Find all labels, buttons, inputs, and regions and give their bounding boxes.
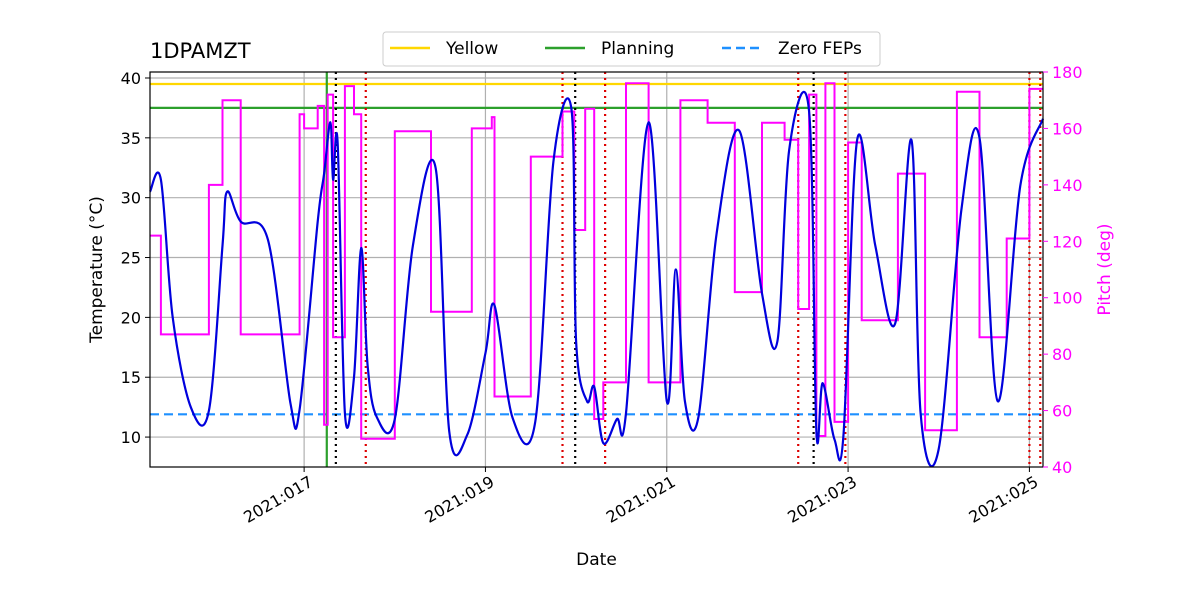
x-axis-label: Date	[576, 550, 617, 570]
y-tick-label: 30	[121, 189, 141, 208]
y2-tick-label: 160	[1052, 119, 1083, 138]
legend-box	[382, 31, 881, 67]
y-tick-label: 35	[121, 129, 141, 148]
chart-title: 1DPAMZT	[150, 39, 251, 63]
series	[148, 82, 1045, 468]
y-tick-label: 10	[121, 428, 141, 447]
y2-axis-label: Pitch (deg)	[1095, 223, 1115, 315]
pitch-line	[150, 82, 1043, 440]
y2-tick-label: 140	[1052, 176, 1083, 195]
y2-tick-label: 100	[1052, 289, 1083, 308]
y2-tick-label: 120	[1052, 232, 1083, 251]
y2-tick-label: 80	[1052, 345, 1072, 364]
y-axis-label: Temperature (°C)	[87, 196, 107, 344]
legend-label-yellow: Yellow	[445, 39, 498, 59]
y-tick-label: 20	[121, 308, 141, 327]
legend-label-zero-feps: Zero FEPs	[778, 39, 862, 59]
y2-tick-label: 180	[1052, 63, 1083, 82]
y-tick-label: 25	[121, 249, 141, 268]
y2-tick-label: 40	[1052, 458, 1072, 477]
y-tick-label: 15	[121, 368, 141, 387]
y-tick-label: 40	[121, 69, 141, 88]
legend-label-planning: Planning	[601, 39, 674, 59]
y2-tick-label: 60	[1052, 402, 1072, 421]
plot-frame	[149, 71, 1044, 468]
temperature-line	[148, 90, 1045, 468]
legend: Yellow Planning Zero FEPs	[382, 31, 881, 67]
